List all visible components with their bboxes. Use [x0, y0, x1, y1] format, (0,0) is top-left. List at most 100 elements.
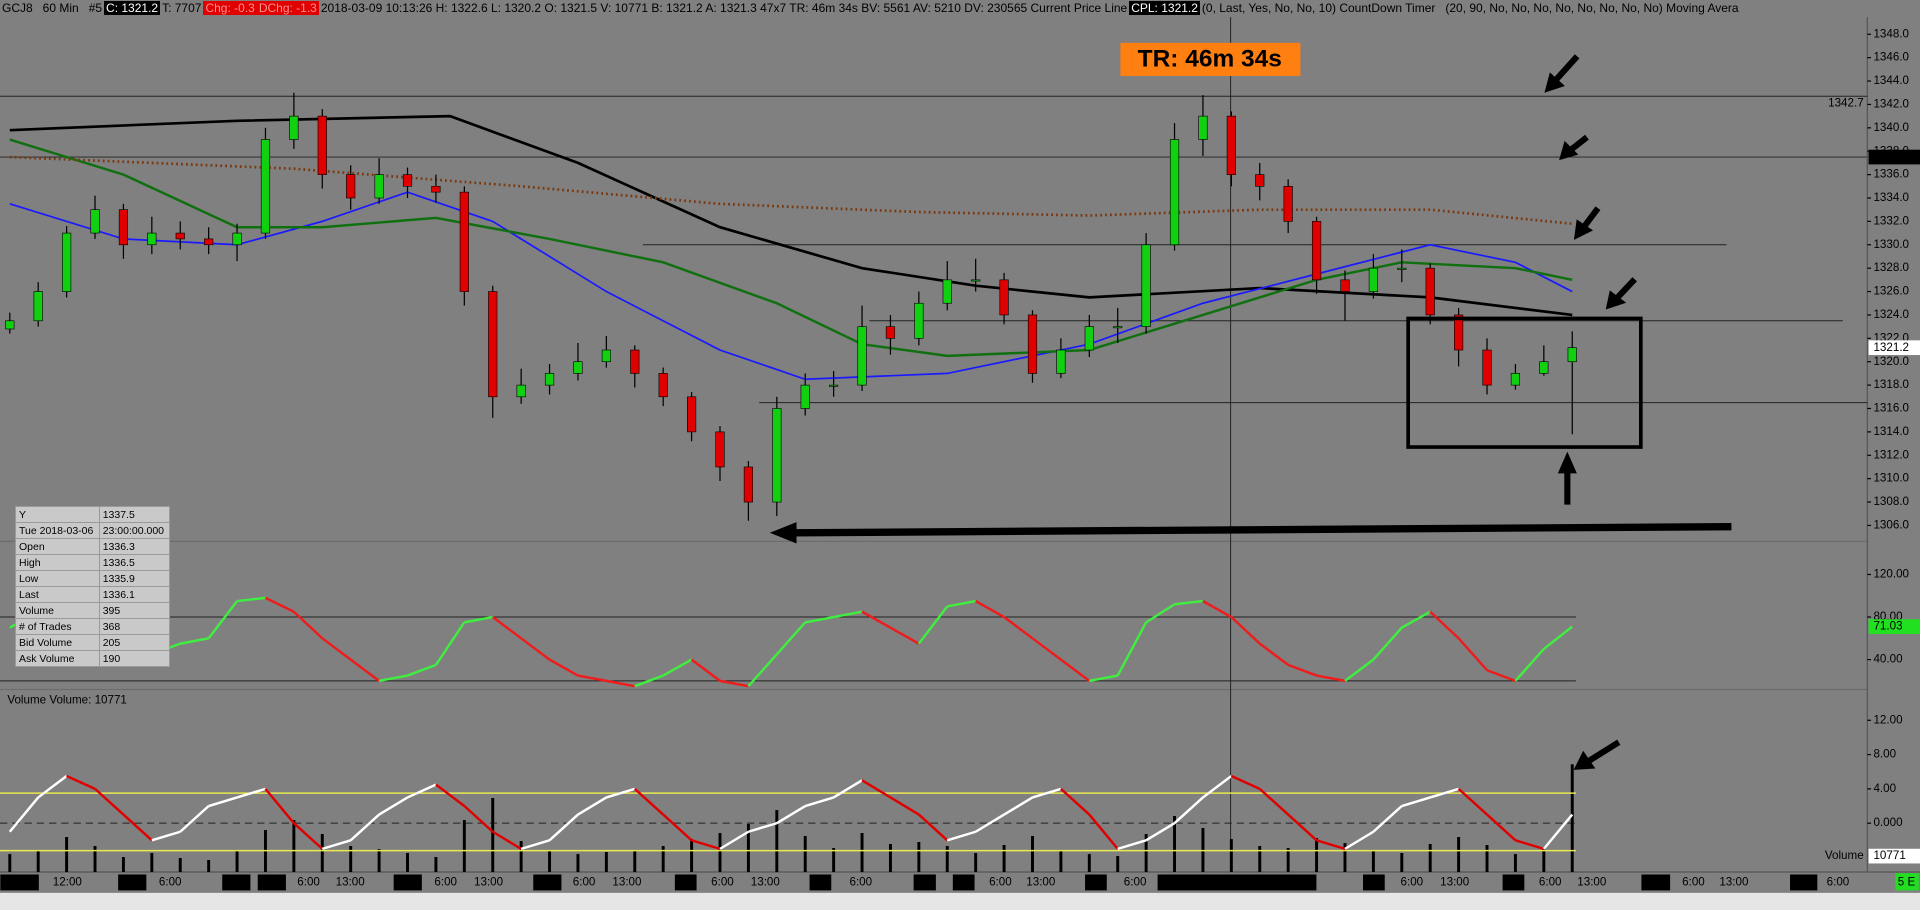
arrow-head: [1544, 72, 1565, 93]
candle-body: [1482, 349, 1492, 386]
oscillator-segment: [1372, 805, 1403, 833]
candle-body: [431, 185, 441, 193]
x-label-box: [0, 874, 39, 891]
volume-bar: [1229, 839, 1233, 873]
data-window-cell: High: [15, 554, 100, 571]
oscillator-segment: [1173, 796, 1204, 825]
stoch-segment: [349, 658, 380, 682]
candle-body: [1311, 221, 1322, 281]
x-tick-label: 6:00: [1124, 876, 1147, 889]
oscillator-segment: [37, 775, 68, 799]
data-window-cell: 190: [98, 650, 171, 667]
candle-body: [1397, 267, 1407, 270]
current-price-label: 1321.2: [1873, 341, 1909, 354]
candle-body: [1567, 347, 1577, 363]
stoch-segment: [1174, 599, 1204, 606]
x-label-box: [1157, 874, 1317, 891]
candle-body: [5, 320, 15, 330]
volume-bar: [1286, 848, 1290, 873]
y-tick-label: 120.00: [1873, 568, 1909, 581]
stoch-segment: [747, 653, 778, 688]
oscillator-segment: [1316, 839, 1346, 851]
stoch-segment: [1543, 625, 1574, 650]
volume-bar: [860, 833, 864, 873]
arrow: [793, 522, 1732, 537]
oscillator-segment: [435, 783, 466, 807]
x-label-box: [1790, 874, 1818, 891]
volume-bar: [320, 834, 324, 873]
x-tick-label: 3-2-22: [3, 876, 37, 889]
y-tick-label: 1336.0: [1873, 168, 1909, 181]
candle-body: [1141, 244, 1151, 327]
volume-bar: [888, 844, 892, 873]
arrow-head: [1573, 219, 1594, 240]
volume-name: Volume: [1825, 849, 1864, 862]
volume-bar: [235, 851, 239, 873]
stoch-segment: [577, 674, 607, 683]
volume-bar: [1485, 845, 1489, 873]
header-item: Chg: -0.3: [203, 1, 257, 15]
candle-body: [829, 384, 839, 387]
volume-bar: [803, 836, 807, 873]
countdown-box: [1120, 42, 1301, 76]
volume-bar: [945, 846, 949, 873]
volume-bar: [1258, 846, 1262, 873]
stoch-segment: [434, 621, 466, 666]
oscillator-segment: [1515, 839, 1545, 851]
data-window-cell: 205: [98, 634, 171, 651]
candle-body: [62, 232, 72, 292]
countdown-label: TR: 46m 34s: [1138, 45, 1282, 72]
stoch-current-box: [1868, 619, 1920, 634]
scrollbar[interactable]: [0, 892, 1920, 910]
stoch-segment: [180, 637, 209, 645]
oscillator-segment: [1542, 813, 1574, 850]
oscillator-segment: [264, 788, 295, 824]
x-tick-label: 6:00: [573, 876, 596, 889]
arrow: [1567, 134, 1589, 154]
arrow-head: [1559, 140, 1579, 161]
stoch-segment: [1060, 658, 1091, 682]
y-tick-label: 1332.0: [1873, 214, 1909, 227]
header-item: 2018-03-09 10:13:26 H: 1322.6 L: 1320.2 …: [320, 1, 1128, 15]
oscillator-segment: [349, 813, 380, 842]
y-tick-label: 1330.0: [1873, 238, 1909, 251]
candle-body: [971, 279, 981, 282]
oscillator-segment: [1060, 787, 1091, 816]
candle-body: [1198, 115, 1208, 140]
x-tick-label: 13:00: [1440, 876, 1470, 889]
oscillator-segment: [378, 796, 409, 816]
candle-body: [147, 232, 157, 246]
data-window-cell: Low: [15, 570, 100, 587]
data-window: Y 1337.5 Tue 2018-03-06 23:00:00.000 Open 133…: [15, 506, 171, 667]
x-tick-label: 3-5: [955, 876, 972, 889]
stoch-segment: [321, 637, 352, 661]
volume-bar: [36, 850, 40, 873]
level-label: 1342.7: [1828, 97, 1864, 110]
candle-body: [289, 115, 299, 140]
y-tick-label: 4.00: [1873, 782, 1896, 795]
oscillator-segment: [691, 839, 721, 851]
oscillator-segment: [407, 783, 437, 799]
oscillator-segment: [179, 805, 210, 833]
stoch-segment: [1089, 674, 1118, 683]
volume-bar: [349, 846, 353, 873]
candle-body: [33, 291, 43, 322]
y-tick-label: 1314.0: [1873, 425, 1909, 438]
x-tick-label: 3-1: [677, 876, 694, 889]
candle-body: [402, 174, 413, 187]
stoch-segment: [236, 596, 266, 603]
x-label-box: [1085, 874, 1107, 891]
x-label-box: [1363, 874, 1385, 891]
arrow-head: [1605, 290, 1627, 310]
x-tick-label: 13:00: [751, 876, 781, 889]
crosshair-price-box: [1868, 149, 1920, 165]
volume-bar: [1031, 836, 1034, 873]
candle-body: [1084, 326, 1094, 351]
volume-current-label: 10771: [1873, 849, 1905, 862]
volume-bar: [65, 837, 69, 873]
oscillator-segment: [1429, 787, 1459, 799]
x-tick-label: Tue 2018-03-06 23:00:00.000: [1160, 876, 1314, 889]
oscillator-segment: [776, 804, 806, 825]
candle-body: [1340, 279, 1350, 292]
